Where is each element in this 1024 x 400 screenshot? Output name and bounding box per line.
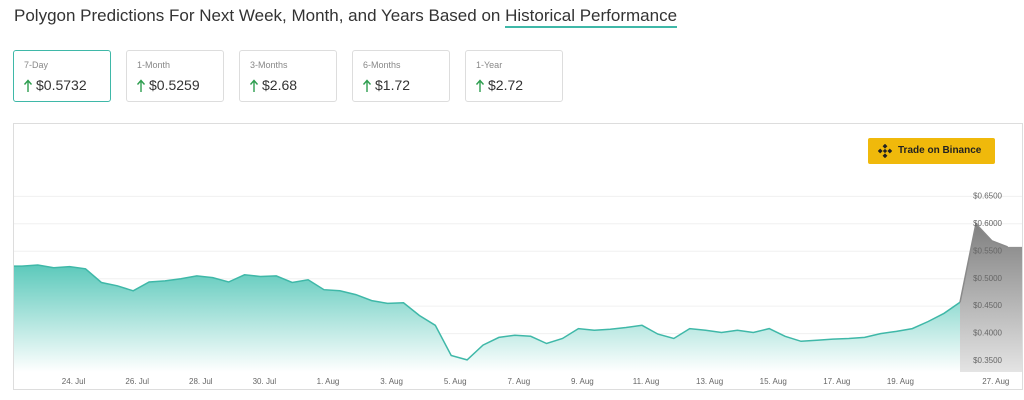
prediction-card[interactable]: 3-Months $2.68	[239, 50, 337, 102]
card-label: 3-Months	[250, 60, 288, 70]
up-arrow	[249, 79, 259, 92]
x-tick-label: 9. Aug	[571, 377, 594, 386]
line	[14, 264, 961, 361]
up-arrow	[136, 79, 146, 92]
title: Polygon Predictions For Next Week, Month…	[14, 6, 678, 28]
card-value: $2.72	[488, 77, 524, 93]
prediction-card[interactable]: 6-Months $1.72	[352, 50, 450, 102]
up-arrow	[475, 79, 485, 92]
line	[959, 222, 1008, 303]
y-tick-label: $0.3500	[973, 356, 1002, 365]
x-tick-label: 15. Aug	[760, 377, 787, 386]
x-tick-label: 7. Aug	[507, 377, 530, 386]
card-value: $0.5732	[36, 77, 87, 93]
area	[960, 223, 1022, 372]
y-tick-label: $0.5000	[973, 274, 1002, 283]
x-tick-label: 28. Jul	[189, 377, 213, 386]
x-tick-label: 5. Aug	[444, 377, 467, 386]
prediction-card[interactable]: 7-Day $0.5732	[13, 50, 111, 102]
chart-frame	[13, 123, 1023, 390]
x-tick-label: 26. Jul	[125, 377, 149, 386]
y-tick-label: $0.6000	[973, 219, 1002, 228]
card-value: $1.72	[375, 77, 411, 93]
up-arrow	[23, 79, 33, 92]
card-label: 1-Year	[476, 60, 503, 70]
y-tick-label: $0.4500	[973, 301, 1002, 310]
y-tick-label: $0.5500	[973, 246, 1002, 255]
prediction-card[interactable]: 1-Year $2.72	[465, 50, 563, 102]
y-tick-label: $0.6500	[973, 191, 1002, 200]
card-label: 7-Day	[24, 60, 49, 70]
area	[14, 265, 960, 372]
binance-icon	[878, 144, 892, 158]
trade-button[interactable]: Trade on Binance	[868, 138, 995, 164]
button-label: Trade on Binance	[898, 145, 982, 156]
x-tick-label: 19. Aug	[887, 377, 914, 386]
x-tick-label: 17. Aug	[823, 377, 850, 386]
card-value: $0.5259	[149, 77, 200, 93]
card-label: 6-Months	[363, 60, 401, 70]
prediction-card[interactable]: 1-Month $0.5259	[126, 50, 224, 102]
y-tick-label: $0.4000	[973, 329, 1002, 338]
title-text: Polygon Predictions For Next Week, Month…	[14, 6, 501, 25]
x-tick-label: 1. Aug	[317, 377, 340, 386]
x-tick-label: 13. Aug	[696, 377, 723, 386]
card-label: 1-Month	[137, 60, 171, 70]
x-tick-label: 27. Aug	[982, 377, 1009, 386]
up-arrow	[362, 79, 372, 92]
title-link[interactable]: Historical Performance	[505, 6, 678, 28]
x-tick-label: 30. Jul	[253, 377, 277, 386]
x-tick-label: 11. Aug	[633, 377, 660, 386]
card-value: $2.68	[262, 77, 298, 93]
x-tick-label: 3. Aug	[380, 377, 403, 386]
x-tick-label: 24. Jul	[62, 377, 86, 386]
